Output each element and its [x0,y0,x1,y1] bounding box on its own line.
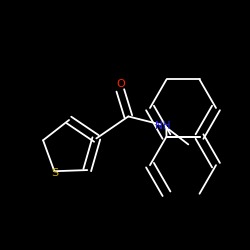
Text: NH: NH [154,122,170,132]
Text: O: O [116,80,125,90]
Text: S: S [51,168,58,178]
